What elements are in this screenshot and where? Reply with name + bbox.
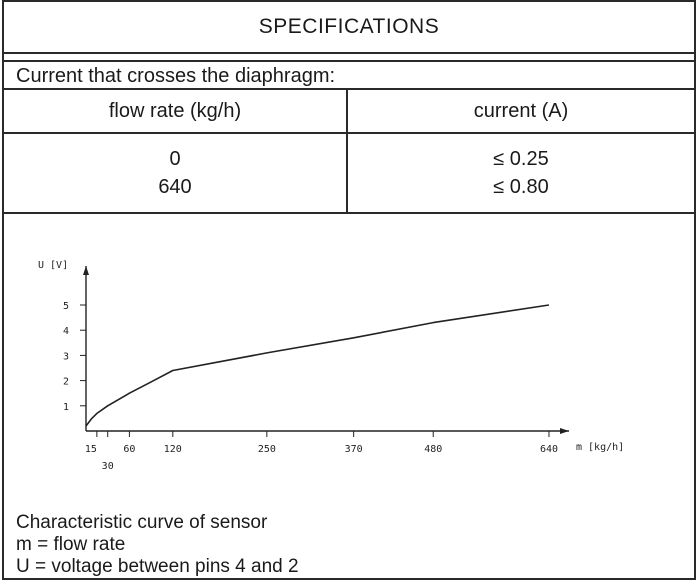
x-tick-label: 120 xyxy=(164,444,182,455)
x-tick-label: 30 xyxy=(102,461,114,472)
sensor-characteristic-chart: 1 2 3 4 5 15 30 60 120 250 370 480 640 m [kg/h] U [V] xyxy=(38,260,624,472)
y-axis-arrow xyxy=(83,266,89,275)
characteristic-curve xyxy=(85,304,550,427)
x-tick-label: 15 xyxy=(85,444,97,455)
page-title: SPECIFICATIONS xyxy=(4,2,694,54)
y-tick-label: 4 xyxy=(63,326,69,337)
table-header-row: flow rate (kg/h) current (A) xyxy=(4,90,694,134)
y-tick-label: 1 xyxy=(63,402,69,413)
x-axis-label: m [kg/h] xyxy=(576,442,624,453)
y-axis-label: U [V] xyxy=(38,260,68,271)
caption-line: Characteristic curve of sensor xyxy=(16,512,268,533)
current-value: ≤ 0.25 xyxy=(493,148,549,170)
current-value: ≤ 0.80 xyxy=(493,176,549,198)
x-tick-label: 640 xyxy=(540,444,558,455)
table-values-row: 0 640 ≤ 0.25 ≤ 0.80 xyxy=(4,134,694,214)
current-heading: Current that crosses the diaphragm: xyxy=(4,60,694,90)
y-tick-label: 5 xyxy=(63,301,69,312)
y-tick-label: 2 xyxy=(63,377,69,388)
y-tick-label: 3 xyxy=(63,351,69,362)
header-current: current (A) xyxy=(473,99,569,122)
x-tick-label: 480 xyxy=(424,444,442,455)
flow-values-cell: 0 640 xyxy=(4,134,348,212)
caption-line: U = voltage between pins 4 and 2 xyxy=(16,556,299,577)
chart-caption: Characteristic curve of sensor m = flow … xyxy=(16,512,299,578)
x-tick-label: 60 xyxy=(123,444,135,455)
header-flow-rate: flow rate (kg/h) xyxy=(4,90,348,132)
x-tick-label: 370 xyxy=(345,444,363,455)
x-tick-label: 250 xyxy=(258,444,276,455)
x-axis-arrow xyxy=(560,428,569,434)
caption-line: m = flow rate xyxy=(16,534,126,555)
flow-value: 640 xyxy=(158,176,192,198)
flow-value: 0 xyxy=(169,148,181,170)
current-values-cell: ≤ 0.25 ≤ 0.80 xyxy=(348,134,694,212)
